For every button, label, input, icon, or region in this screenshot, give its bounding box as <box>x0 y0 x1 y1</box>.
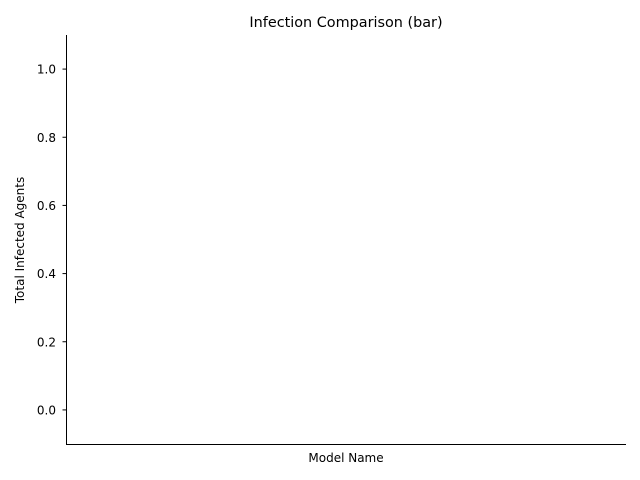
x-axis-label: Model Name <box>308 451 383 465</box>
y-tick-label: 0.0 <box>37 403 56 417</box>
y-axis-ticks: 0.0 0.2 0.4 0.6 0.8 1.0 <box>37 63 66 417</box>
y-axis-label: Total Infected Agents <box>13 177 27 304</box>
chart-title: Infection Comparison (bar) <box>249 15 442 31</box>
y-tick-label: 0.6 <box>37 199 56 213</box>
y-tick-label: 0.2 <box>37 335 56 349</box>
plot-area: 0.0 0.2 0.4 0.6 0.8 1.0 <box>37 35 626 445</box>
y-tick-label: 0.4 <box>37 267 56 281</box>
y-tick-label: 0.8 <box>37 131 56 145</box>
y-tick-label: 1.0 <box>37 63 56 77</box>
